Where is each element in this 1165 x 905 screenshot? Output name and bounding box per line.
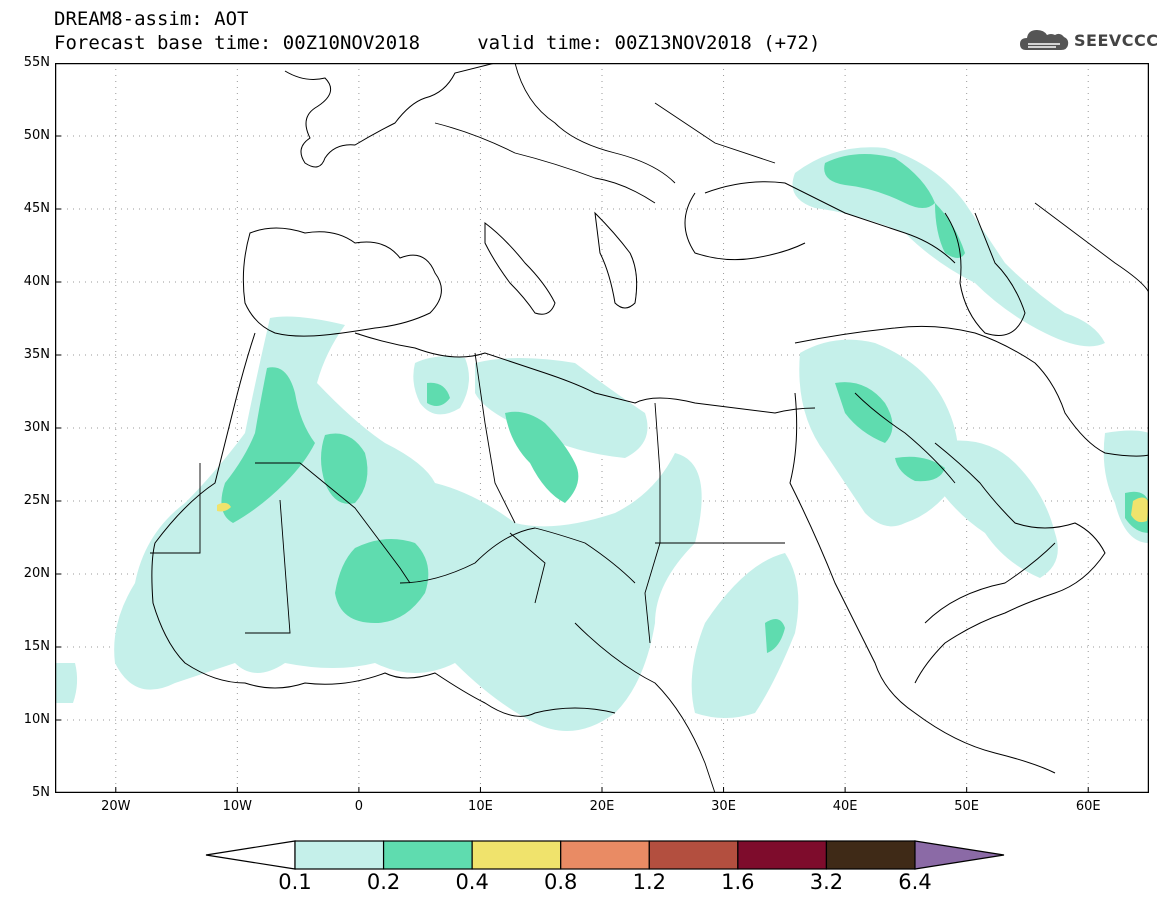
colorbar-swatch xyxy=(737,840,828,870)
logo-text: SEEVCCC xyxy=(1074,30,1159,50)
aot-fill-high xyxy=(217,497,1149,523)
seevccc-logo: SEEVCCC xyxy=(1018,24,1159,56)
lat-label: 20N xyxy=(23,566,50,581)
colorbar-label: 0.8 xyxy=(544,870,578,894)
colorbar-over-triangle xyxy=(914,840,1005,870)
colorbar-swatch xyxy=(294,840,385,870)
lon-label: 60E xyxy=(1075,799,1101,814)
lon-label: 10W xyxy=(222,799,253,814)
map-title: DREAM8-assim: AOT xyxy=(54,8,249,30)
colorbar-label: 0.1 xyxy=(278,870,312,894)
cloud-icon xyxy=(1020,30,1069,50)
colorbar xyxy=(205,840,1005,870)
colorbar-swatch xyxy=(471,840,562,870)
axis-ticks xyxy=(55,63,1089,793)
country-borders xyxy=(150,63,1149,793)
lat-label: 40N xyxy=(23,274,50,289)
lat-label: 55N xyxy=(23,55,50,70)
coastlines xyxy=(151,63,1149,774)
colorbar-label: 0.4 xyxy=(455,870,489,894)
aot-map xyxy=(55,63,1149,793)
colorbar-label: 3.2 xyxy=(809,870,844,894)
lat-label: 45N xyxy=(23,201,50,216)
lon-label: 20W xyxy=(101,799,131,814)
colorbar-swatch xyxy=(560,840,650,870)
lon-label: 30E xyxy=(711,799,736,814)
lon-label: 50E xyxy=(954,799,980,814)
colorbar-label: 6.4 xyxy=(898,870,932,894)
colorbar-swatch xyxy=(825,840,916,870)
lat-label: 30N xyxy=(23,420,50,435)
colorbar-label: 1.2 xyxy=(632,870,666,894)
lat-label: 50N xyxy=(23,128,50,143)
colorbar-swatch xyxy=(648,840,739,870)
lat-label: 35N xyxy=(23,347,50,362)
colorbar-label: 0.2 xyxy=(366,870,401,894)
forecast-times: Forecast base time: 00Z10NOV2018 valid t… xyxy=(54,32,821,54)
colorbar-under-triangle xyxy=(205,840,296,870)
lon-label: 40E xyxy=(832,799,858,814)
colorbar-swatch xyxy=(382,840,473,870)
lon-label: 10E xyxy=(468,799,493,814)
lon-label: 0 xyxy=(354,799,364,814)
lat-label: 25N xyxy=(23,493,50,508)
lon-label: 20E xyxy=(589,799,615,814)
lat-label: 5N xyxy=(32,785,50,800)
lat-label: 15N xyxy=(23,639,50,654)
lat-label: 10N xyxy=(23,712,50,727)
colorbar-label: 1.6 xyxy=(721,870,755,894)
